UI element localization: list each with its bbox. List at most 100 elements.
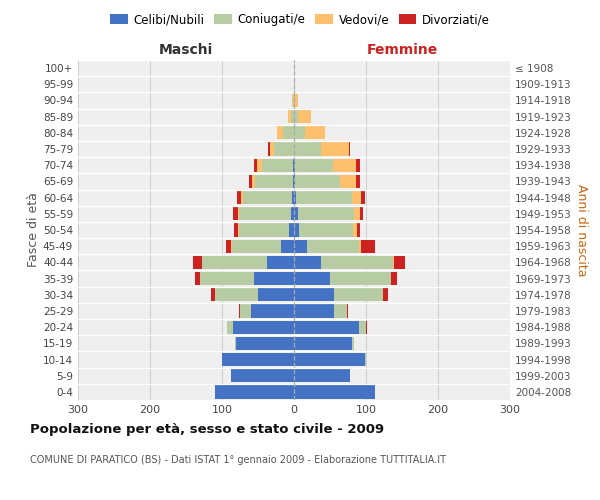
Bar bbox=[359, 240, 361, 253]
Y-axis label: Anni di nascita: Anni di nascita bbox=[575, 184, 588, 276]
Bar bbox=[349, 142, 350, 156]
Bar bbox=[294, 369, 350, 382]
Bar bbox=[233, 207, 238, 220]
Bar bbox=[240, 304, 251, 318]
Bar bbox=[359, 320, 366, 334]
Bar bbox=[361, 191, 365, 204]
Bar bbox=[299, 224, 353, 236]
Bar bbox=[239, 304, 240, 318]
Bar bbox=[294, 224, 299, 236]
Bar bbox=[254, 158, 257, 172]
Bar bbox=[239, 224, 289, 236]
Bar bbox=[251, 175, 255, 188]
Bar bbox=[294, 336, 352, 350]
Bar bbox=[268, 142, 269, 156]
Bar bbox=[266, 256, 294, 269]
Bar bbox=[237, 191, 241, 204]
Bar bbox=[365, 353, 366, 366]
Bar bbox=[334, 288, 383, 302]
Bar bbox=[277, 126, 283, 140]
Bar bbox=[294, 320, 359, 334]
Bar bbox=[226, 240, 232, 253]
Bar bbox=[333, 158, 356, 172]
Bar bbox=[274, 142, 294, 156]
Bar bbox=[232, 240, 281, 253]
Bar bbox=[238, 224, 239, 236]
Bar bbox=[294, 126, 305, 140]
Text: Popolazione per età, sesso e stato civile - 2009: Popolazione per età, sesso e stato civil… bbox=[30, 422, 384, 436]
Bar bbox=[236, 336, 294, 350]
Bar bbox=[298, 207, 354, 220]
Bar bbox=[294, 207, 298, 220]
Text: Maschi: Maschi bbox=[159, 43, 213, 57]
Bar bbox=[239, 207, 291, 220]
Bar bbox=[296, 191, 352, 204]
Bar bbox=[352, 336, 354, 350]
Bar bbox=[359, 207, 363, 220]
Bar bbox=[294, 191, 296, 204]
Bar bbox=[340, 175, 356, 188]
Bar bbox=[295, 175, 340, 188]
Bar bbox=[227, 320, 233, 334]
Bar bbox=[295, 158, 333, 172]
Bar bbox=[258, 288, 294, 302]
Text: COMUNE DI PARATICO (BS) - Dati ISTAT 1° gennaio 2009 - Elaborazione TUTTITALIA.I: COMUNE DI PARATICO (BS) - Dati ISTAT 1° … bbox=[30, 455, 446, 465]
Bar bbox=[294, 158, 295, 172]
Bar bbox=[294, 240, 307, 253]
Bar bbox=[361, 240, 376, 253]
Bar bbox=[330, 272, 391, 285]
Bar bbox=[293, 94, 294, 107]
Bar bbox=[353, 224, 356, 236]
Bar bbox=[294, 386, 374, 398]
Bar bbox=[294, 353, 365, 366]
Bar bbox=[292, 191, 294, 204]
Bar bbox=[294, 175, 295, 188]
Bar bbox=[322, 256, 394, 269]
Bar bbox=[235, 336, 236, 350]
Bar bbox=[294, 304, 334, 318]
Bar bbox=[200, 272, 254, 285]
Bar bbox=[230, 369, 294, 382]
Legend: Celibi/Nubili, Coniugati/e, Vedovi/e, Divorziati/e: Celibi/Nubili, Coniugati/e, Vedovi/e, Di… bbox=[105, 8, 495, 31]
Bar bbox=[356, 175, 359, 188]
Bar bbox=[291, 207, 294, 220]
Bar bbox=[291, 110, 294, 124]
Bar bbox=[391, 272, 397, 285]
Bar bbox=[281, 240, 294, 253]
Bar bbox=[251, 304, 294, 318]
Bar bbox=[334, 304, 347, 318]
Bar bbox=[293, 158, 294, 172]
Bar bbox=[254, 272, 294, 285]
Bar bbox=[257, 158, 262, 172]
Bar bbox=[294, 256, 322, 269]
Bar bbox=[294, 110, 298, 124]
Bar bbox=[287, 110, 291, 124]
Bar bbox=[294, 288, 334, 302]
Bar bbox=[233, 320, 294, 334]
Bar bbox=[383, 288, 388, 302]
Y-axis label: Fasce di età: Fasce di età bbox=[27, 192, 40, 268]
Bar bbox=[283, 126, 294, 140]
Bar bbox=[294, 78, 295, 91]
Bar bbox=[354, 207, 359, 220]
Bar bbox=[241, 191, 243, 204]
Bar bbox=[356, 158, 359, 172]
Bar bbox=[356, 224, 360, 236]
Bar bbox=[250, 175, 251, 188]
Bar bbox=[202, 256, 266, 269]
Bar bbox=[215, 288, 258, 302]
Bar bbox=[394, 256, 405, 269]
Bar bbox=[222, 353, 294, 366]
Bar bbox=[295, 94, 298, 107]
Bar bbox=[322, 142, 349, 156]
Bar bbox=[352, 191, 361, 204]
Bar bbox=[294, 142, 322, 156]
Bar bbox=[305, 126, 325, 140]
Bar bbox=[194, 272, 200, 285]
Bar bbox=[269, 142, 274, 156]
Bar bbox=[294, 272, 330, 285]
Bar bbox=[292, 94, 293, 107]
Bar bbox=[293, 175, 294, 188]
Bar bbox=[243, 191, 292, 204]
Bar bbox=[238, 207, 239, 220]
